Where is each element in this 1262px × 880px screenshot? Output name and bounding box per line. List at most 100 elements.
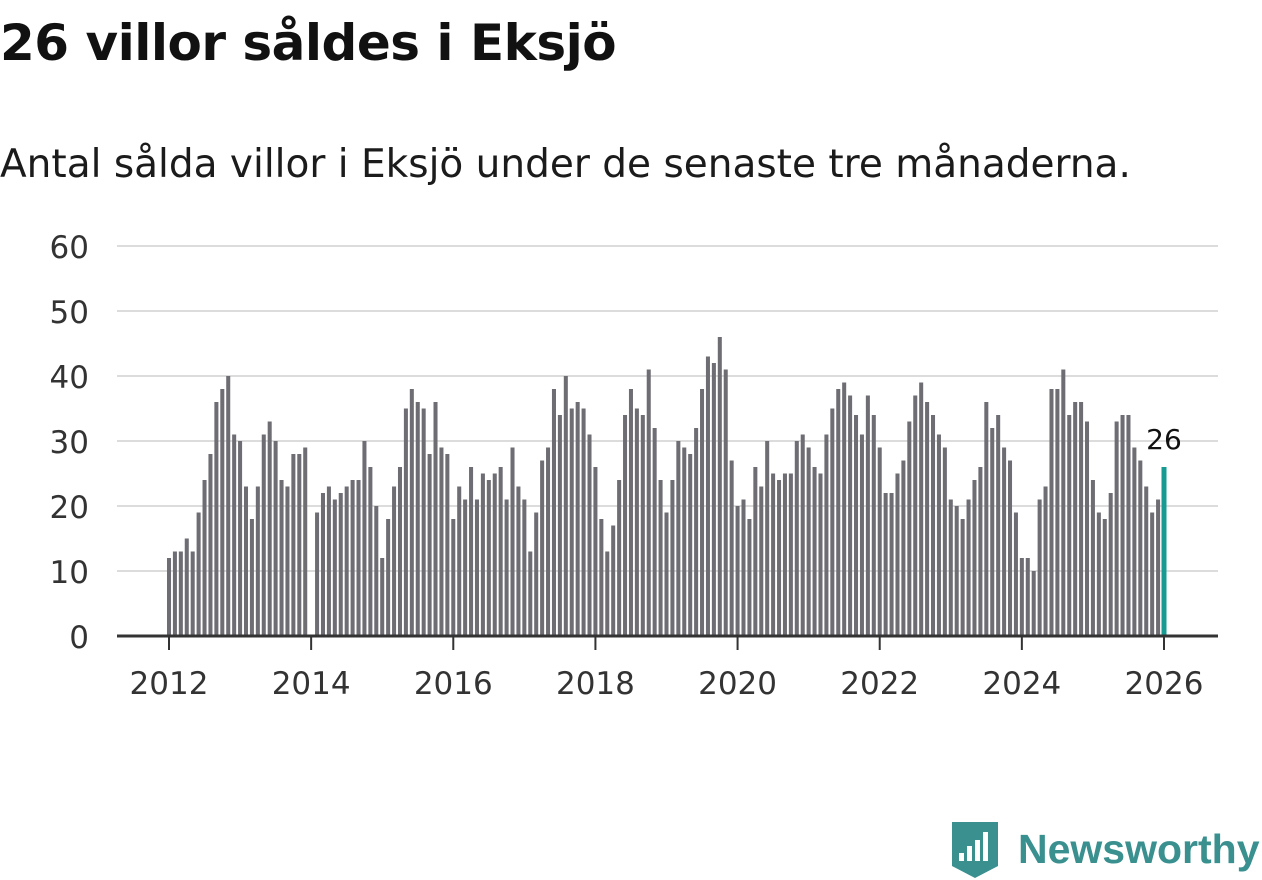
bar xyxy=(1055,389,1060,636)
bar xyxy=(907,421,912,636)
bar xyxy=(611,525,616,636)
bar xyxy=(830,408,835,636)
bar xyxy=(1156,499,1161,636)
bar xyxy=(771,473,776,636)
bar xyxy=(569,408,574,636)
bar xyxy=(546,447,551,636)
y-tick-label: 30 xyxy=(50,425,89,461)
bar xyxy=(1150,512,1155,636)
bar xyxy=(1073,402,1078,636)
bar xyxy=(753,467,758,636)
x-tick-label: 2024 xyxy=(982,666,1061,702)
bar xyxy=(883,493,888,636)
bar xyxy=(848,395,853,636)
bar xyxy=(966,499,971,636)
bar xyxy=(1114,421,1119,636)
bar xyxy=(759,486,764,636)
bar xyxy=(705,356,710,636)
bar xyxy=(617,480,622,636)
bar xyxy=(646,369,651,636)
bar xyxy=(415,402,420,636)
labels: 0 10 20 30 40 50 60 26 2012 2014 2016 2018 2020 2022 2… xyxy=(50,230,1204,702)
bar xyxy=(184,538,189,636)
bar xyxy=(670,480,675,636)
bar xyxy=(836,389,841,636)
y-tick-label: 20 xyxy=(50,490,89,526)
bar xyxy=(486,480,491,636)
bar xyxy=(1013,512,1018,636)
bar xyxy=(1019,558,1024,636)
bar xyxy=(445,454,450,636)
y-tick-label: 10 xyxy=(50,555,89,591)
bars xyxy=(166,337,1167,636)
bar xyxy=(1008,460,1013,636)
bar xyxy=(208,454,213,636)
newsworthy-logo-icon xyxy=(952,822,998,878)
bar xyxy=(747,519,752,636)
bar xyxy=(326,486,331,636)
bar xyxy=(1138,460,1143,636)
bar xyxy=(895,473,900,636)
bar xyxy=(540,460,545,636)
bar xyxy=(652,428,657,636)
bar xyxy=(220,389,225,636)
bar xyxy=(658,480,663,636)
bar xyxy=(806,447,811,636)
chart-subtitle: Antal sålda villor i Eksjö under de sena… xyxy=(0,142,1131,187)
bar xyxy=(919,382,924,636)
bar xyxy=(960,519,965,636)
bar xyxy=(1037,499,1042,636)
bar xyxy=(990,428,995,636)
x-tick-label: 2016 xyxy=(414,666,493,702)
bar xyxy=(368,467,373,636)
bar xyxy=(392,486,397,636)
bar xyxy=(694,428,699,636)
x-axis xyxy=(117,634,1218,650)
bar xyxy=(1031,571,1036,636)
bar xyxy=(172,551,177,636)
bar xyxy=(587,434,592,636)
bar xyxy=(575,402,580,636)
bar xyxy=(634,408,639,636)
bar xyxy=(1043,486,1048,636)
bar xyxy=(409,389,414,636)
bar xyxy=(889,493,894,636)
bar xyxy=(936,434,941,636)
bar xyxy=(397,467,402,636)
bar xyxy=(255,486,260,636)
bar xyxy=(978,467,983,636)
bar xyxy=(711,363,716,636)
bar xyxy=(640,415,645,636)
bar xyxy=(273,441,278,636)
bar xyxy=(190,551,195,636)
bar xyxy=(1096,512,1101,636)
bar xyxy=(925,402,930,636)
x-tick-label: 2018 xyxy=(556,666,635,702)
bar xyxy=(717,337,722,636)
bar xyxy=(818,473,823,636)
bar xyxy=(1108,493,1113,636)
bar xyxy=(344,486,349,636)
highlight-value-label: 26 xyxy=(1146,423,1182,456)
bar xyxy=(741,499,746,636)
bar xyxy=(1144,486,1149,636)
bar xyxy=(374,506,379,636)
bar xyxy=(942,447,947,636)
bar xyxy=(1079,402,1084,636)
y-tick-label: 60 xyxy=(50,230,89,266)
bar xyxy=(723,369,728,636)
bar xyxy=(427,454,432,636)
bar xyxy=(581,408,586,636)
bar xyxy=(931,415,936,636)
bar xyxy=(303,447,308,636)
bar xyxy=(984,402,989,636)
bar xyxy=(605,551,610,636)
bar xyxy=(1084,421,1090,636)
bar xyxy=(249,519,254,636)
bar xyxy=(178,551,183,636)
bar xyxy=(451,519,456,636)
bar xyxy=(563,376,568,636)
bar xyxy=(593,467,598,636)
bar xyxy=(948,499,953,636)
